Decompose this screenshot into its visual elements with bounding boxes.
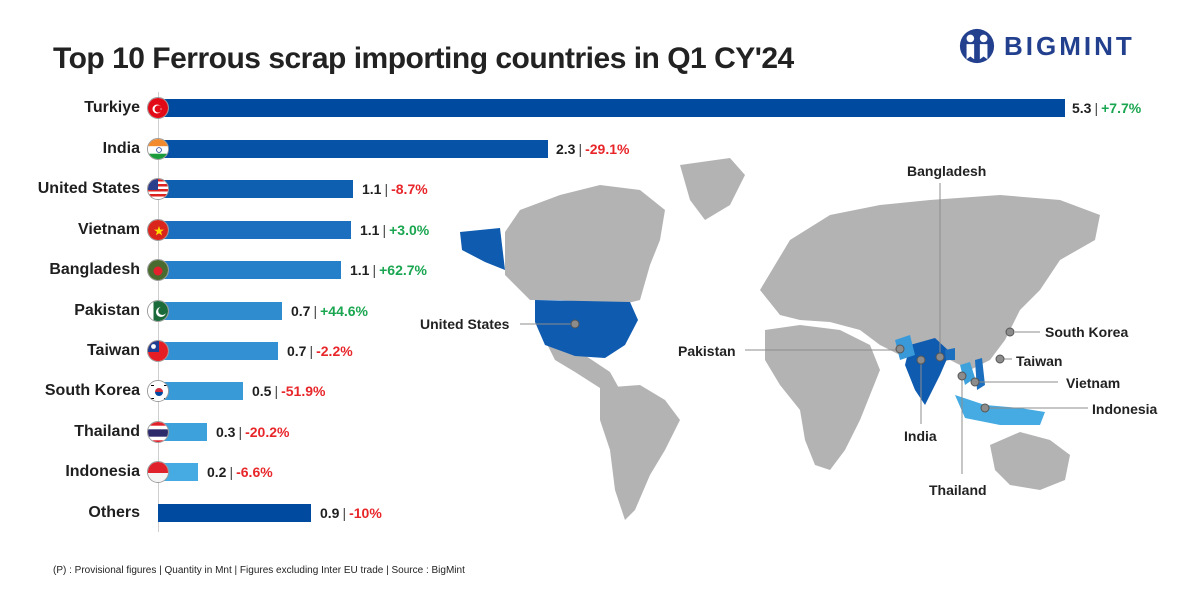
bar-value: 0.2 | -6.6% <box>207 464 273 480</box>
bar <box>158 302 282 320</box>
bar-value: 0.7 | -2.2% <box>287 343 353 359</box>
taiwan-flag-icon <box>147 340 169 362</box>
bar-value: 1.1 | -8.7% <box>362 181 428 197</box>
country-label: South Korea <box>44 382 140 399</box>
map-label-united-states: United States <box>420 316 510 332</box>
bar <box>158 261 341 279</box>
usa-highlight <box>535 300 638 358</box>
bar <box>158 504 311 522</box>
logo-text: BIGMINT <box>1004 30 1135 61</box>
pakistan-flag-icon <box>147 300 169 322</box>
bar-row-taiwan: Taiwan 0.7 | -2.2% <box>0 331 1200 371</box>
bar-row-others: Others 0.9 | -10% <box>0 493 1200 533</box>
bigmint-logo-icon <box>959 28 995 64</box>
bangladesh-flag-icon <box>147 259 169 281</box>
bar-value: 2.3 | -29.1% <box>556 141 630 157</box>
bar-row-turkiye: Turkiye 5.3 | +7.7% <box>0 88 1200 128</box>
country-label: Thailand <box>74 423 140 440</box>
country-label: Taiwan <box>86 342 140 359</box>
bar-row-vietnam: Vietnam 1.1 | +3.0% <box>0 210 1200 250</box>
map-label-pakistan: Pakistan <box>678 343 736 359</box>
india-flag-icon <box>147 138 169 160</box>
world-map <box>460 158 1100 520</box>
bar-row-south-korea: South Korea 0.5 | -51.9% <box>0 371 1200 411</box>
vietnam-flag-icon <box>147 219 169 241</box>
country-label: Bangladesh <box>49 261 140 278</box>
bar-row-united-states: United States 1.1 | -8.7% <box>0 169 1200 209</box>
bar-row-thailand: Thailand 0.3 | -20.2% <box>0 412 1200 452</box>
map-land <box>505 158 1100 520</box>
indonesia-flag-icon <box>147 461 169 483</box>
bar-value: 0.3 | -20.2% <box>216 424 290 440</box>
turkey-flag-icon <box>147 97 169 119</box>
bar <box>158 99 1065 117</box>
map-label-india: India <box>904 428 937 444</box>
bigmint-logo: BIGMINT <box>958 27 1135 65</box>
bar <box>158 423 207 441</box>
chart-title: Top 10 Ferrous scrap importing countries… <box>53 42 794 75</box>
map-label-bangladesh: Bangladesh <box>907 163 987 179</box>
bar <box>158 221 351 239</box>
map-label-thailand: Thailand <box>929 482 987 498</box>
country-label: Turkiye <box>84 99 140 116</box>
south-korea-flag-icon <box>147 380 169 402</box>
map-label-vietnam: Vietnam <box>1066 375 1121 391</box>
bar <box>158 180 353 198</box>
pakistan-highlight <box>895 335 915 360</box>
usa-flag-icon <box>147 178 169 200</box>
bar-row-indonesia: Indonesia 0.2 | -6.6% <box>0 452 1200 492</box>
indonesia-highlight <box>955 395 1045 425</box>
bar-value: 5.3 | +7.7% <box>1072 100 1142 116</box>
bar <box>158 382 243 400</box>
country-label: Vietnam <box>78 221 140 238</box>
bar-value: 0.7 | +44.6% <box>291 303 368 319</box>
bar-row-pakistan: Pakistan 0.7 | +44.6% <box>0 291 1200 331</box>
map-label-south-korea: South Korea <box>1045 324 1129 340</box>
country-label: Others <box>88 504 140 521</box>
bar-row-india: India 2.3 | -29.1% <box>0 129 1200 169</box>
country-label: Indonesia <box>65 463 140 480</box>
bangladesh-highlight <box>945 348 955 360</box>
country-label: Pakistan <box>74 302 140 319</box>
map-markers <box>570 319 1015 413</box>
map-label-indonesia: Indonesia <box>1092 401 1158 417</box>
map-label-taiwan: Taiwan <box>1016 353 1063 369</box>
bar <box>158 140 548 158</box>
country-label: United States <box>37 180 140 197</box>
alaska-highlight <box>460 228 505 270</box>
bar-value: 1.1 | +62.7% <box>350 262 427 278</box>
bar-value: 0.9 | -10% <box>320 505 382 521</box>
map-connectors <box>520 183 1088 474</box>
bar-row-bangladesh: Bangladesh 1.1 | +62.7% <box>0 250 1200 290</box>
country-label: India <box>102 140 140 157</box>
bar-value: 0.5 | -51.9% <box>252 383 326 399</box>
thailand-flag-icon <box>147 421 169 443</box>
bar <box>158 342 278 360</box>
footnote: (P) : Provisional figures | Quantity in … <box>53 565 465 576</box>
bar-value: 1.1 | +3.0% <box>360 222 430 238</box>
